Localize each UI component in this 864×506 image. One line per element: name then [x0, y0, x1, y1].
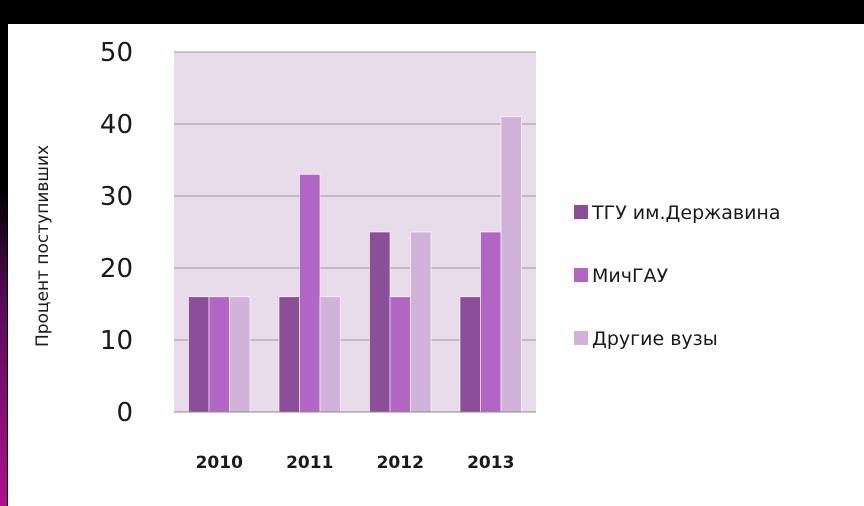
bar	[500, 116, 522, 413]
bar	[299, 174, 321, 413]
y-tick-label: 30	[100, 182, 133, 212]
y-axis-title: Процент поступивших	[33, 145, 53, 347]
bar	[480, 231, 502, 413]
y-tick-label: 20	[100, 254, 133, 284]
x-tick-label: 2013	[467, 453, 514, 473]
legend-label: МичГАУ	[592, 265, 669, 287]
bar	[369, 231, 391, 413]
y-tick-label: 40	[100, 110, 133, 140]
accent-stripe	[0, 190, 7, 506]
y-tick-label: 0	[116, 398, 133, 428]
x-tick-label: 2010	[196, 453, 243, 473]
bar	[389, 296, 411, 413]
y-tick-labels: 0 10 20 30 40 50	[100, 38, 133, 428]
bar	[410, 231, 432, 413]
bar	[208, 296, 230, 413]
y-tick-label: 50	[100, 38, 133, 68]
bar-chart: 0 10 20 30 40 50 2010 2011 2012 2013 Процент пос…	[33, 38, 781, 473]
bar	[319, 296, 341, 413]
legend-swatch	[574, 268, 588, 282]
bar	[278, 296, 300, 413]
legend-label: Другие вузы	[592, 328, 718, 350]
legend-swatch	[574, 331, 588, 345]
bar	[459, 296, 481, 413]
x-tick-label: 2012	[377, 453, 424, 473]
legend: ТГУ им.Державина МичГАУ Другие вузы	[574, 202, 781, 350]
bar	[188, 296, 210, 413]
bar	[229, 296, 251, 413]
x-tick-label: 2011	[286, 453, 333, 473]
legend-swatch	[574, 205, 588, 219]
y-tick-label: 10	[100, 326, 133, 356]
chart-slide: 0 10 20 30 40 50 2010 2011 2012 2013 Процент пос…	[8, 24, 864, 506]
x-tick-labels: 2010 2011 2012 2013	[196, 453, 515, 473]
legend-label: ТГУ им.Державина	[591, 202, 781, 224]
